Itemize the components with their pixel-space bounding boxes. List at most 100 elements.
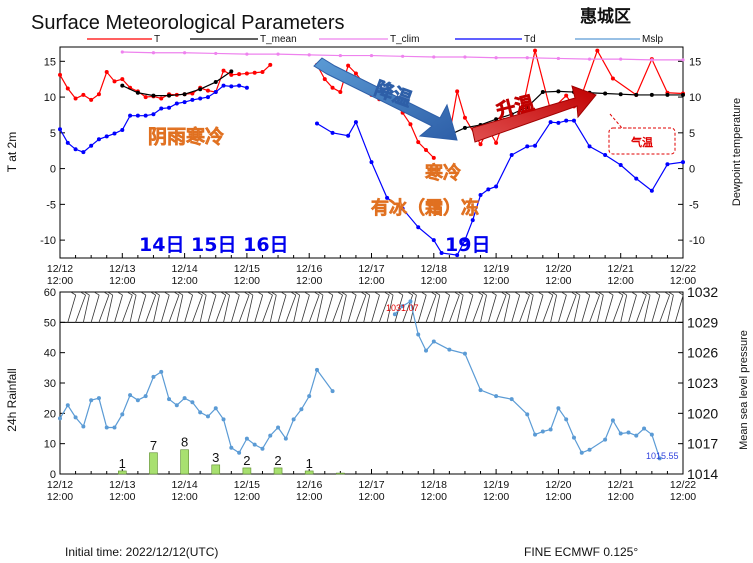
rain-xtick-time: 12:00 [234, 491, 260, 503]
mslp-point [143, 394, 148, 399]
wind-barb-flag [150, 291, 156, 296]
td-point [431, 238, 436, 243]
mslp-point [548, 427, 553, 432]
wind-barb [542, 294, 554, 323]
td-point [237, 83, 242, 88]
td-point [400, 206, 405, 211]
mslp-point [649, 432, 654, 437]
mslp-series: 1031.07 1015.55 [58, 299, 679, 461]
t_mean-line-1 [449, 90, 683, 136]
wind-barb-flag [411, 291, 417, 296]
wind-barb [612, 294, 624, 323]
mslp-point [205, 414, 210, 419]
wind-barb [534, 294, 544, 323]
wind-barb [526, 294, 534, 323]
rain-bar-7 [336, 472, 345, 475]
wind-barb-flag [200, 291, 207, 296]
t_mean-point [665, 92, 670, 97]
temp-ytick-label: 0 [50, 164, 56, 176]
wind-barb-flag [421, 291, 427, 296]
wind-barb [153, 294, 160, 323]
t-point [81, 92, 86, 97]
wind-barb [659, 294, 671, 323]
wind-barb-flag [434, 291, 441, 296]
wind-barb-flag [257, 291, 263, 296]
td-point [143, 113, 148, 118]
wind-barb [417, 294, 427, 323]
wind-barb-flag [481, 291, 487, 296]
wind-barb-flag [528, 291, 534, 296]
temp-axes: -10 -10-5 -50 05 510 1015 1512/1212:0012/1312:… [40, 56, 705, 287]
t_mean-point [540, 90, 545, 95]
temp-xtick-date: 12/14 [171, 263, 197, 275]
td-point [665, 162, 670, 167]
wind-barb [386, 294, 394, 323]
t-point [455, 89, 460, 94]
temp-xtick-date: 12/19 [483, 263, 509, 275]
warming-arrow [471, 85, 597, 143]
wind-barb [667, 294, 674, 323]
wind-barb-flag [514, 291, 520, 296]
t_mean-point [525, 105, 530, 110]
wind-barb [285, 294, 297, 323]
td-point [96, 137, 101, 142]
td-point [478, 193, 483, 198]
td-point [634, 176, 639, 181]
mslp-point [330, 389, 335, 394]
t_clim-point [556, 56, 561, 61]
rain-ytick-label: 30 [44, 378, 56, 390]
t_clim-point [151, 51, 156, 55]
wind-barb [199, 294, 207, 323]
wind-barb [620, 294, 628, 323]
wind-barb-flag [117, 291, 123, 296]
td-point [65, 140, 70, 145]
rain-ytick-label: 40 [44, 348, 56, 360]
td-point [494, 184, 499, 189]
wind-barb [363, 294, 371, 323]
t_clim-point [183, 51, 187, 55]
t_mean-point [120, 83, 125, 88]
temp-xtick-time: 12:00 [234, 275, 260, 287]
temp-xtick-date: 12/20 [545, 263, 571, 275]
temp-xtick-time: 12:00 [545, 275, 571, 287]
wind-barb [246, 294, 254, 323]
wind-barb [558, 294, 567, 323]
mslp-point [525, 412, 530, 417]
mslp-point [618, 431, 623, 436]
t_mean-point [556, 89, 561, 94]
t-point [221, 68, 226, 73]
mslp-point [198, 410, 203, 415]
wind-barb [192, 294, 203, 323]
td-point [135, 113, 140, 118]
td-point [618, 163, 623, 168]
mslp-point [634, 433, 639, 438]
wind-barb-flag [267, 291, 273, 296]
wind-barb [106, 294, 114, 323]
t-point [104, 70, 109, 75]
rain-bar-label-5: 2 [274, 453, 281, 468]
mslp-point [174, 403, 179, 408]
wind-barb-flag [220, 291, 226, 296]
rain-xtick-time: 12:00 [358, 491, 384, 503]
wind-barb [176, 294, 184, 323]
t_clim-point [681, 58, 685, 62]
temp-xtick-date: 12/18 [421, 263, 447, 275]
wind-barb [355, 294, 367, 323]
wind-barb-flag [290, 291, 297, 296]
wind-barb-flag [243, 291, 250, 296]
mslp-ytick-label: 1026 [687, 345, 718, 361]
wind-barb [160, 294, 170, 323]
wind-barb-flag [387, 291, 394, 296]
mslp-point [579, 450, 584, 455]
t-point [494, 140, 499, 145]
wind-barb-flag [504, 291, 511, 296]
td-point [533, 143, 538, 148]
mslp-point [268, 433, 273, 438]
mslp-point [571, 435, 576, 440]
wind-barb [573, 294, 581, 323]
wind-barb-flag [280, 291, 287, 296]
wind-barb-flag [197, 291, 203, 296]
mslp-point [159, 369, 164, 374]
td-point [221, 83, 226, 88]
t-point [112, 79, 117, 84]
